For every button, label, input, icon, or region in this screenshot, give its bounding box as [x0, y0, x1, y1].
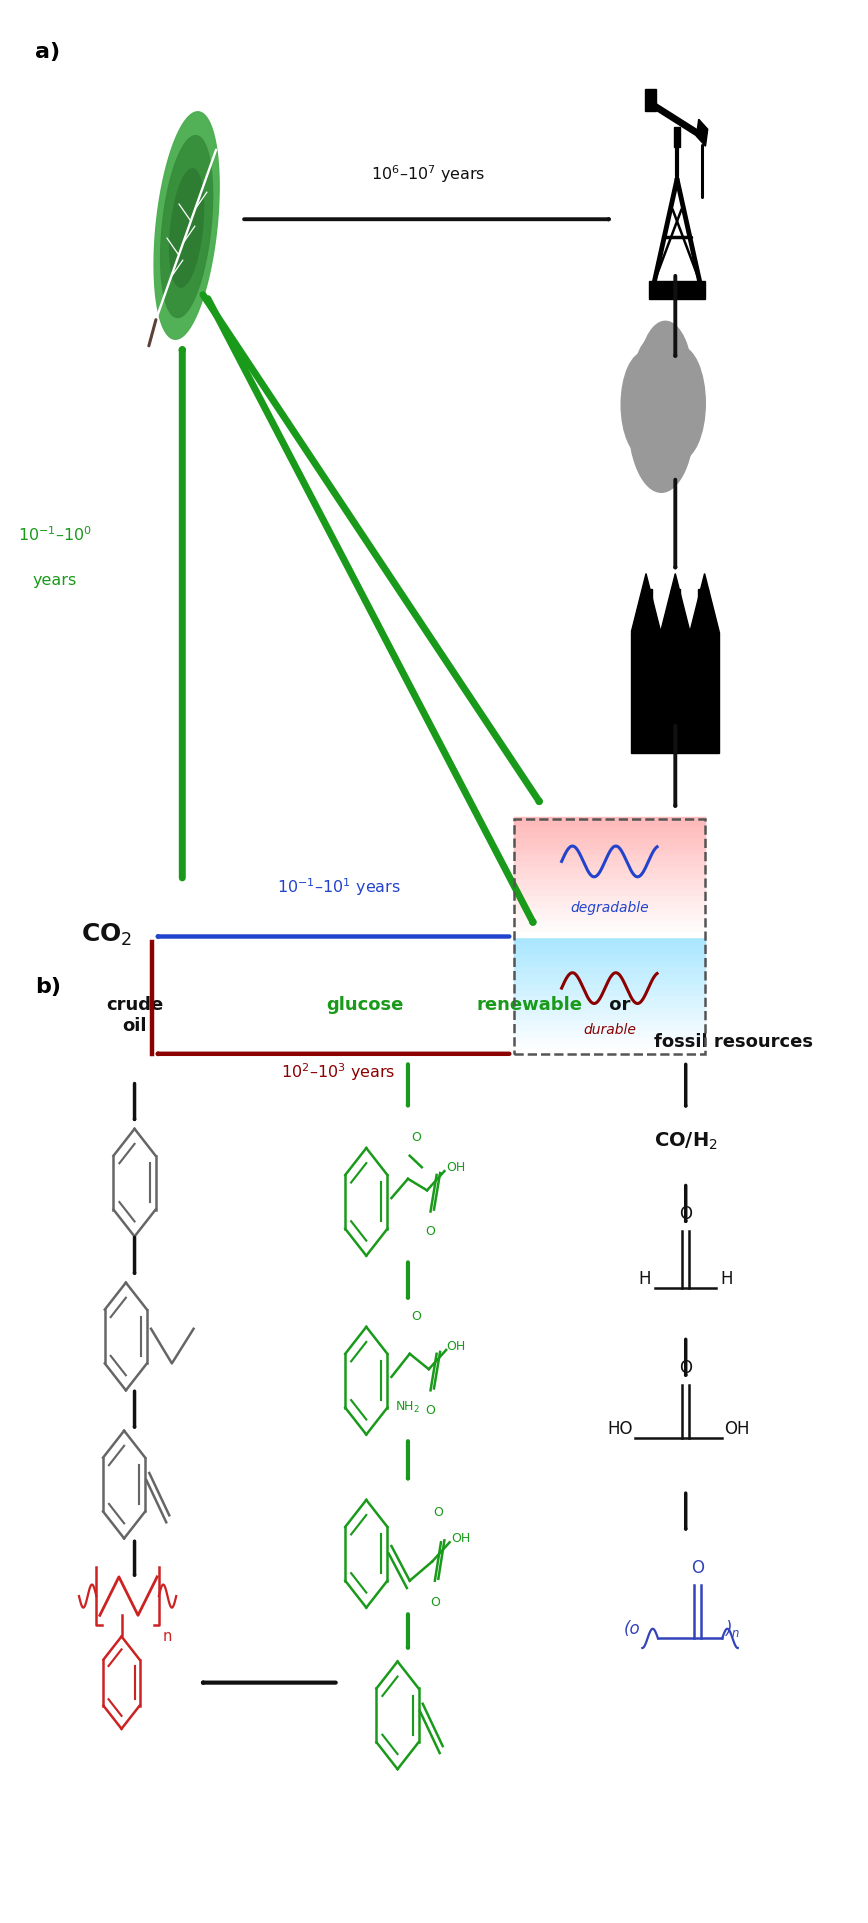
Text: OH: OH: [451, 1533, 470, 1544]
Polygon shape: [514, 952, 705, 960]
Polygon shape: [514, 958, 705, 965]
Text: (o: (o: [623, 1619, 640, 1638]
Text: NH$_2$: NH$_2$: [396, 1400, 420, 1415]
Text: O: O: [692, 1560, 704, 1577]
Polygon shape: [698, 588, 707, 635]
Polygon shape: [514, 1035, 705, 1042]
Text: degradable: degradable: [570, 902, 648, 915]
Polygon shape: [514, 992, 705, 1002]
Polygon shape: [514, 929, 705, 937]
Text: 10$^{-1}$–10$^1$ years: 10$^{-1}$–10$^1$ years: [277, 877, 400, 898]
Polygon shape: [514, 940, 705, 948]
Text: O: O: [680, 1360, 692, 1377]
Polygon shape: [674, 127, 681, 148]
Polygon shape: [645, 88, 656, 112]
Polygon shape: [514, 846, 705, 854]
Text: O: O: [425, 1225, 436, 1238]
Polygon shape: [170, 169, 203, 287]
Polygon shape: [514, 1000, 705, 1008]
Polygon shape: [696, 119, 707, 146]
Polygon shape: [514, 1029, 705, 1036]
Polygon shape: [514, 963, 705, 971]
Circle shape: [654, 346, 706, 460]
Polygon shape: [514, 863, 705, 871]
Polygon shape: [631, 631, 720, 754]
Polygon shape: [514, 840, 705, 848]
Polygon shape: [514, 935, 705, 942]
Text: a): a): [35, 42, 60, 62]
Polygon shape: [514, 835, 705, 842]
Polygon shape: [514, 923, 705, 931]
Polygon shape: [161, 137, 213, 317]
Polygon shape: [514, 946, 705, 954]
Text: )$_n$: )$_n$: [724, 1619, 740, 1638]
Polygon shape: [514, 858, 705, 865]
Polygon shape: [514, 906, 705, 913]
Polygon shape: [514, 829, 705, 837]
Text: OH: OH: [724, 1419, 749, 1438]
Polygon shape: [643, 588, 653, 635]
Text: HO: HO: [608, 1419, 633, 1438]
Polygon shape: [514, 852, 705, 860]
Text: H: H: [720, 1269, 733, 1288]
Polygon shape: [671, 588, 681, 635]
Polygon shape: [514, 975, 705, 983]
Polygon shape: [514, 969, 705, 977]
Polygon shape: [514, 823, 705, 831]
Text: OH: OH: [446, 1340, 465, 1352]
Text: O: O: [411, 1131, 422, 1144]
Text: OH: OH: [446, 1161, 465, 1173]
Polygon shape: [514, 894, 705, 902]
Polygon shape: [631, 573, 720, 631]
Polygon shape: [514, 900, 705, 908]
Text: durable: durable: [583, 1023, 635, 1036]
Polygon shape: [514, 1046, 705, 1054]
Text: years: years: [33, 573, 76, 588]
Polygon shape: [514, 869, 705, 877]
Polygon shape: [514, 981, 705, 988]
Text: crude
oil: crude oil: [106, 996, 163, 1035]
Text: glucose: glucose: [326, 996, 404, 1013]
Circle shape: [621, 352, 668, 458]
Text: CO$_2$: CO$_2$: [81, 921, 132, 948]
Polygon shape: [514, 1017, 705, 1025]
Text: O: O: [411, 1310, 422, 1323]
Text: fossil resources: fossil resources: [654, 1033, 813, 1050]
Polygon shape: [514, 1023, 705, 1031]
Text: 10$^2$–10$^3$ years: 10$^2$–10$^3$ years: [281, 1061, 396, 1083]
Circle shape: [633, 337, 678, 435]
Text: O: O: [425, 1404, 436, 1417]
Polygon shape: [514, 883, 705, 890]
Text: O: O: [433, 1506, 444, 1519]
Polygon shape: [155, 112, 219, 338]
Text: n: n: [162, 1629, 172, 1644]
Text: or: or: [603, 996, 631, 1013]
Polygon shape: [514, 1040, 705, 1048]
Polygon shape: [514, 888, 705, 896]
Polygon shape: [514, 1011, 705, 1019]
Bar: [514, 819, 705, 1054]
Polygon shape: [514, 917, 705, 925]
Polygon shape: [514, 986, 705, 994]
Polygon shape: [514, 912, 705, 919]
Text: renewable: renewable: [477, 996, 582, 1013]
Text: b): b): [35, 977, 61, 996]
Polygon shape: [514, 817, 705, 825]
Polygon shape: [514, 875, 705, 885]
Circle shape: [628, 346, 694, 492]
Circle shape: [638, 321, 693, 440]
Text: CO/H$_2$: CO/H$_2$: [654, 1131, 718, 1152]
Text: O: O: [680, 1206, 692, 1223]
Polygon shape: [649, 281, 705, 300]
Text: 10$^6$–10$^7$ years: 10$^6$–10$^7$ years: [371, 163, 485, 185]
Polygon shape: [514, 1006, 705, 1013]
Text: O: O: [430, 1596, 440, 1610]
Text: H: H: [639, 1269, 651, 1288]
Text: 10$^{-1}$–10$^0$: 10$^{-1}$–10$^0$: [17, 525, 92, 544]
